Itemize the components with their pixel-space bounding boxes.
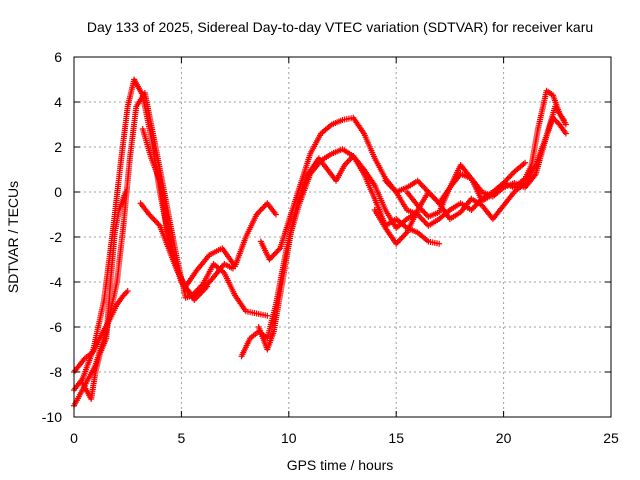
tick-labels: 0 5 10 15 20 25 -10 -8 -6 -4 -2 0 2 4 6	[42, 49, 619, 446]
x-tick-label: 25	[603, 430, 619, 446]
y-tick-label: -6	[50, 319, 63, 335]
y-tick-label: 4	[54, 94, 62, 110]
data-point	[264, 312, 271, 319]
series-track-8	[255, 146, 421, 353]
y-tick-label: 2	[54, 139, 62, 155]
data-point	[522, 159, 529, 166]
y-tick-label: -8	[50, 364, 63, 380]
data-point	[124, 288, 131, 294]
x-tick-label: 20	[496, 430, 512, 446]
data-point	[122, 189, 129, 195]
x-tick-label: 15	[388, 430, 404, 446]
data-point	[562, 130, 569, 137]
series-track-3	[71, 288, 131, 375]
x-tick-label: 0	[70, 430, 78, 446]
series-track-4	[79, 189, 129, 402]
y-tick-label: -2	[50, 229, 63, 245]
x-axis-title: GPS time / hours	[287, 457, 394, 473]
x-tick-label: 5	[178, 430, 186, 446]
tick-marks	[73, 56, 612, 418]
series-track-6	[137, 200, 279, 290]
chart-title: Day 133 of 2025, Sidereal Day-to-day VTE…	[87, 19, 593, 35]
data-point	[436, 240, 443, 247]
y-tick-label: -10	[42, 409, 62, 425]
series-track-12	[403, 87, 569, 220]
data-point	[272, 211, 279, 218]
x-tick-label: 10	[281, 430, 297, 446]
data-point	[204, 283, 211, 290]
data-markers	[71, 76, 569, 409]
grid	[74, 57, 611, 417]
y-axis-title: SDTVAR / TECUs	[5, 181, 21, 293]
data-point	[562, 121, 569, 128]
y-tick-label: -4	[50, 274, 63, 290]
y-tick-label: 0	[54, 184, 62, 200]
y-tick-label: 6	[54, 49, 62, 65]
